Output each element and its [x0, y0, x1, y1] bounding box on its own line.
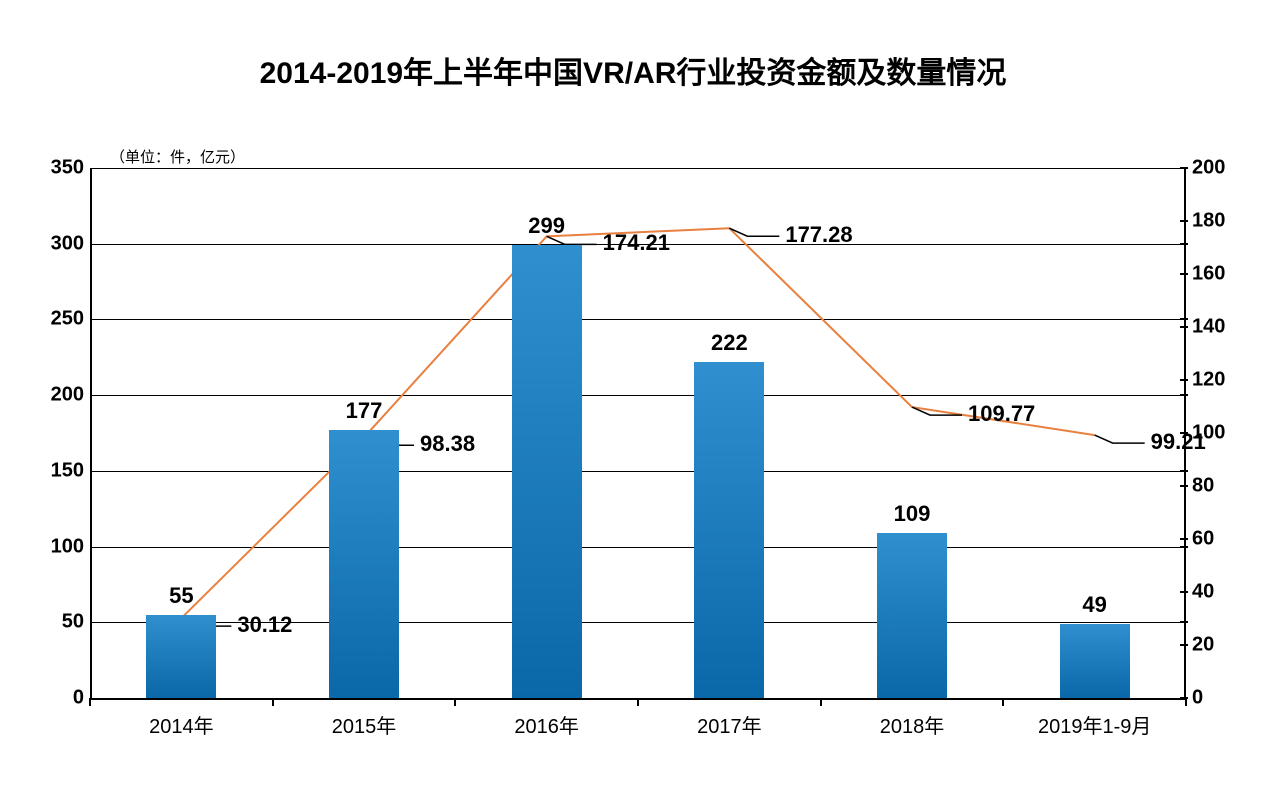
bar: [1060, 624, 1130, 698]
line-value-label: 109.77: [968, 401, 1035, 427]
x-tick-label: 2017年: [697, 710, 762, 739]
y-right-tick-label: 140: [1192, 316, 1225, 339]
y-right-tick-label: 160: [1192, 263, 1225, 286]
bar-value-label: 109: [894, 501, 931, 527]
x-tick-label: 2014年: [149, 710, 214, 739]
x-tick-mark: [637, 698, 639, 706]
x-tick-mark: [89, 698, 91, 706]
y-left-tick-label: 250: [51, 308, 84, 331]
bar: [877, 533, 947, 698]
line-leader: [1095, 435, 1145, 443]
x-tick-label: 2019年1-9月: [1038, 710, 1151, 739]
x-tick-mark: [454, 698, 456, 706]
y-right-tick-label: 120: [1192, 369, 1225, 392]
y-left-tick-label: 50: [62, 611, 84, 634]
bar-value-label: 177: [346, 398, 383, 424]
y-right-tick-label: 80: [1192, 475, 1214, 498]
line-value-label: 98.38: [420, 431, 475, 457]
y-left-tick-label: 0: [73, 687, 84, 710]
y-right-tick-label: 40: [1192, 581, 1214, 604]
line-value-label: 99.21: [1151, 429, 1206, 455]
y-left-tick-label: 100: [51, 535, 84, 558]
line-value-label: 30.12: [237, 612, 292, 638]
bar-value-label: 299: [528, 213, 565, 239]
x-tick-mark: [1185, 698, 1187, 706]
bar-value-label: 222: [711, 330, 748, 356]
bar: [329, 430, 399, 698]
x-tick-mark: [272, 698, 274, 706]
line-path: [181, 228, 1094, 618]
bar: [694, 362, 764, 698]
line-value-label: 174.21: [603, 230, 670, 256]
y-left-tick-label: 200: [51, 384, 84, 407]
y-right-tick-label: 20: [1192, 634, 1214, 657]
y-right-tick-label: 180: [1192, 210, 1225, 233]
y-right-tick-label: 200: [1192, 157, 1225, 180]
y-left-tick-label: 350: [51, 157, 84, 180]
x-tick-label: 2018年: [880, 710, 945, 739]
x-tick-label: 2016年: [514, 710, 579, 739]
x-tick-mark: [820, 698, 822, 706]
y-left-tick-label: 300: [51, 232, 84, 255]
bar: [512, 245, 582, 698]
x-tick-label: 2015年: [332, 710, 397, 739]
chart-container: 2014-2019年上半年中国VR/AR行业投资金额及数量情况 （单位：件，亿元…: [0, 0, 1266, 804]
bar: [146, 615, 216, 698]
bar-value-label: 55: [169, 583, 193, 609]
y-right-tick-label: 0: [1192, 687, 1203, 710]
line-value-label: 177.28: [785, 222, 852, 248]
chart-title: 2014-2019年上半年中国VR/AR行业投资金额及数量情况: [0, 48, 1266, 92]
bar-value-label: 49: [1082, 592, 1106, 618]
y-right-tick-label: 60: [1192, 528, 1214, 551]
y-left-tick-label: 150: [51, 459, 84, 482]
x-tick-mark: [1002, 698, 1004, 706]
unit-label: （单位：件，亿元）: [110, 146, 245, 167]
